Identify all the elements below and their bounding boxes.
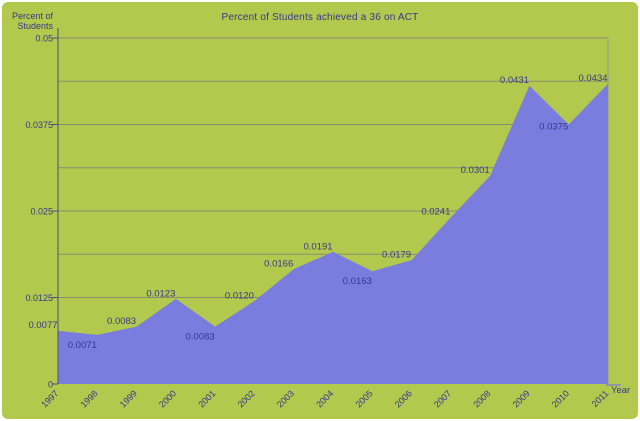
y-tick-label: 0.0375 xyxy=(25,120,53,130)
y-axis-label-line1: Percent of xyxy=(11,11,53,21)
x-axis-label: Year xyxy=(611,385,630,396)
year-tick-label: 1998 xyxy=(78,388,99,409)
year-tick-label: 2000 xyxy=(157,388,178,409)
value-label: 0.0241 xyxy=(421,207,450,218)
value-label: 0.0120 xyxy=(225,290,254,301)
chart-title: Percent of Students achieved a 36 on ACT xyxy=(221,12,419,23)
year-tick-label: 2009 xyxy=(511,388,532,409)
year-tick-label: 2004 xyxy=(314,388,335,409)
year-tick-label: 2008 xyxy=(471,388,492,409)
value-label: 0.0191 xyxy=(303,241,332,252)
year-tick-label: 2001 xyxy=(196,388,217,409)
year-tick-label: 1999 xyxy=(118,388,139,409)
y-tick-label: 0.05 xyxy=(35,34,53,44)
value-labels: 0.0077 0.0071 0.0083 0.0123 0.0083 0.0120 0.01… xyxy=(28,73,607,351)
value-label: 0.0083 xyxy=(107,316,136,327)
y-tick-label: 0 xyxy=(48,380,53,390)
x-tick-labels: 1997 1998 1999 2000 2001 2002 2003 2004 2005 2006… xyxy=(39,388,610,409)
year-tick-label: 2002 xyxy=(236,388,257,409)
y-tick-labels: 0.05 0.0375 0.025 0.0125 0 xyxy=(25,34,53,390)
axes xyxy=(52,28,621,386)
year-tick-label: 2007 xyxy=(432,388,453,409)
value-label: 0.0123 xyxy=(146,288,175,299)
y-tick-label: 0.0125 xyxy=(25,293,53,303)
value-label: 0.0434 xyxy=(578,73,607,84)
value-label: 0.0166 xyxy=(264,259,293,270)
value-label: 0.0071 xyxy=(68,340,97,351)
value-label: 0.0301 xyxy=(461,165,490,176)
y-tick-label: 0.025 xyxy=(30,207,53,217)
area-series xyxy=(58,83,608,384)
year-tick-label: 2011 xyxy=(590,388,611,409)
year-tick-label: 2005 xyxy=(353,388,374,409)
area-fill xyxy=(58,83,608,384)
year-tick-label: 1997 xyxy=(39,388,60,409)
value-label: 0.0431 xyxy=(500,75,529,86)
value-label: 0.0179 xyxy=(382,250,411,261)
value-label: 0.0163 xyxy=(343,276,372,287)
y-axis-label-line2: Students xyxy=(17,21,53,31)
year-tick-label: 2010 xyxy=(550,388,571,409)
value-label: 0.0077 xyxy=(28,320,57,331)
y-axis-label: Percent of Students xyxy=(0,11,53,31)
year-tick-label: 2003 xyxy=(275,388,296,409)
value-label: 0.0375 xyxy=(539,122,568,133)
value-label: 0.0083 xyxy=(186,332,215,343)
year-tick-label: 2006 xyxy=(393,388,414,409)
